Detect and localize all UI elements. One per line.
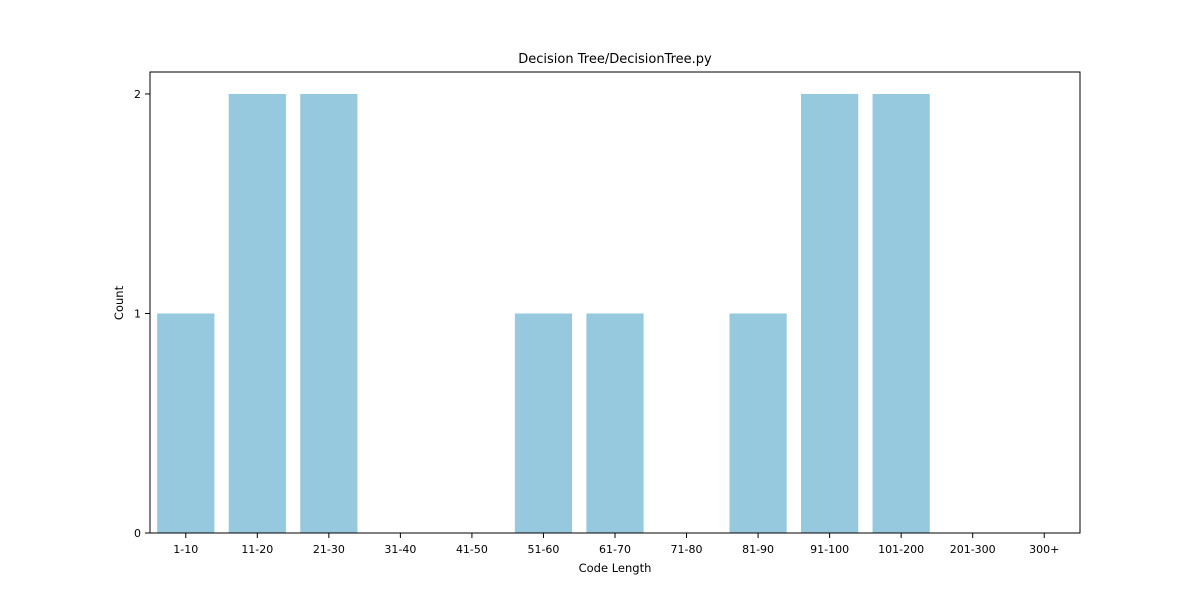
x-tick-label: 61-70 [599,543,631,556]
x-tick-label: 31-40 [384,543,416,556]
y-axis-label: Count [112,285,126,320]
x-axis-label: Code Length [579,561,652,575]
bar-11-20 [228,93,286,533]
chart-title: Decision Tree/DecisionTree.py [518,52,712,67]
x-tick-label: 91-100 [810,543,849,556]
bar-81-90 [729,313,787,533]
x-tick-label: 300+ [1029,543,1059,556]
x-tick-label: 11-20 [241,543,273,556]
x-tick-label: 71-80 [671,543,703,556]
y-tick-label: 1 [134,307,141,320]
x-tick-label: 81-90 [742,543,774,556]
x-tick-label: 101-200 [878,543,924,556]
x-tick-label: 21-30 [313,543,345,556]
bar-61-70 [586,313,644,533]
bar-51-60 [514,313,573,533]
bars-layer [157,93,930,533]
bar-21-30 [300,93,358,533]
bar-1-10 [157,313,215,533]
x-tick-label: 41-50 [456,543,488,556]
x-tick-label: 1-10 [173,543,198,556]
x-tick-label: 201-300 [950,543,996,556]
y-tick-label: 0 [134,527,141,540]
y-tick-label: 2 [134,88,141,101]
x-axis-ticks: 1-10 11-20 21-30 31-40 41-50 51-60 61-70 71-80 8… [173,533,1059,556]
x-tick-label: 51-60 [527,543,559,556]
bar-91-100 [801,93,859,533]
bar-101-200 [872,93,930,533]
y-axis-ticks: 0 1 2 [134,88,150,540]
